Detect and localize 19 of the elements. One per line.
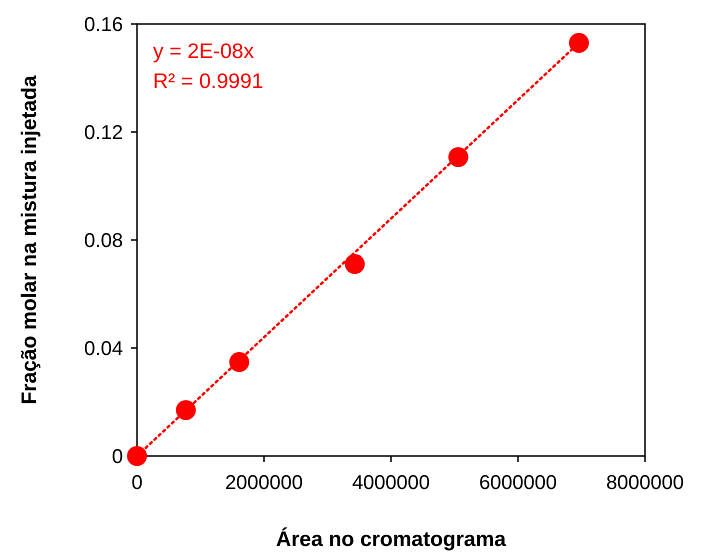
x-axis-title: Área no cromatograma — [276, 527, 506, 551]
x-tick-label: 0 — [131, 472, 143, 494]
point — [229, 352, 250, 372]
annotation: y = 2E-08x — [153, 40, 254, 63]
y-axis-title: Fração molar na mistura injetada — [18, 75, 41, 405]
point — [176, 400, 196, 420]
y-tick-label: 0 — [112, 446, 123, 468]
y-tick-label: 0.16 — [84, 14, 123, 36]
x-tick-label: 4000000 — [352, 472, 430, 494]
x-tick-label: 8000000 — [606, 472, 684, 494]
point — [344, 254, 365, 274]
y-tick-label: 0.12 — [84, 122, 123, 144]
annotation: R² = 0.9991 — [153, 70, 264, 93]
x-tick-label: 6000000 — [479, 472, 557, 494]
y-tick-label: 0.08 — [84, 230, 123, 252]
x-tick-label: 2000000 — [225, 472, 303, 494]
point — [568, 32, 589, 53]
y-tick-label: 0.04 — [84, 338, 123, 360]
point — [127, 446, 147, 466]
